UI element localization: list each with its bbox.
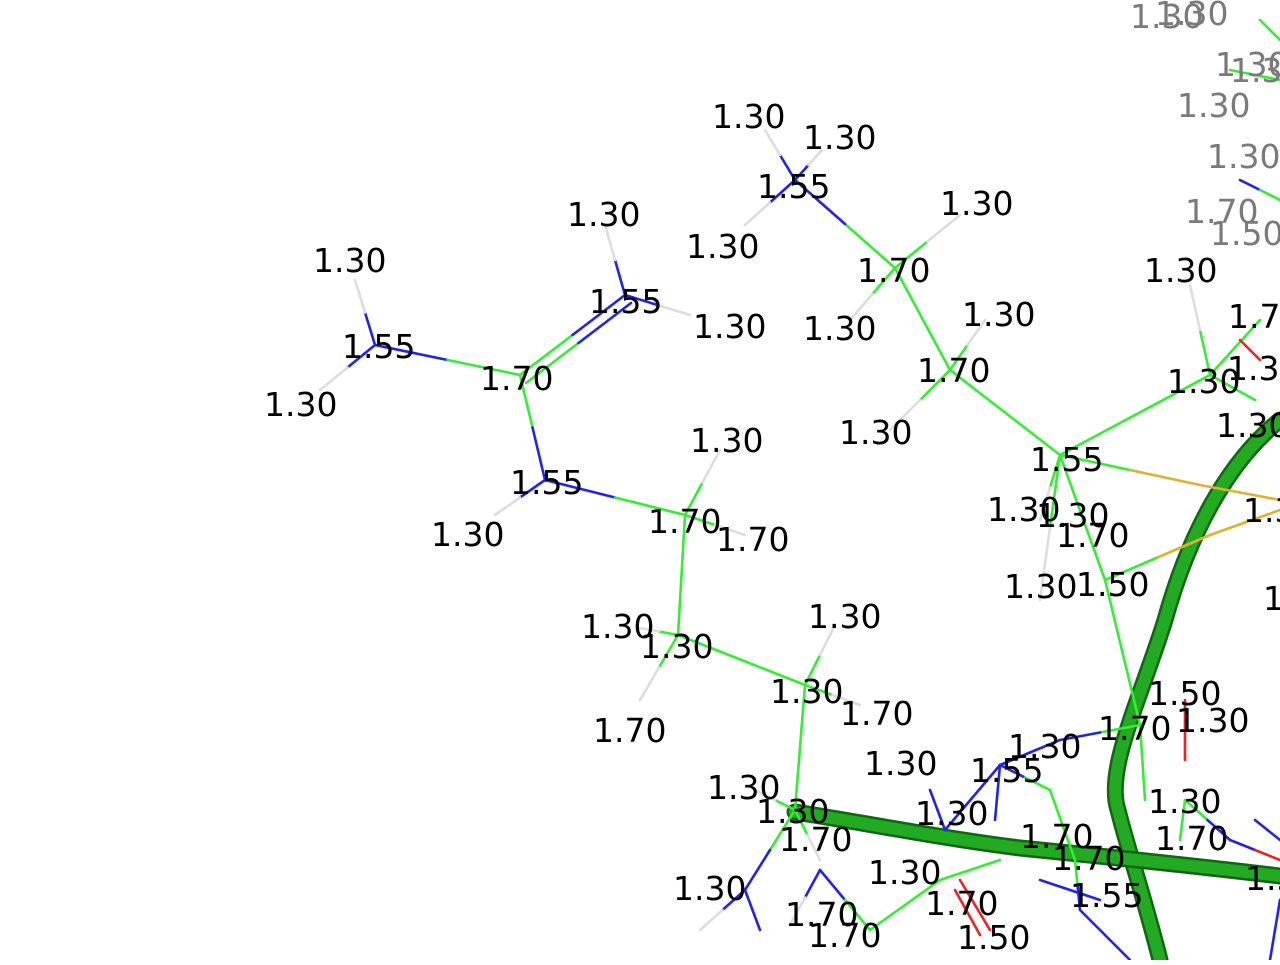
atom-radius-label: 1.30 (808, 597, 881, 636)
atom-radius-label: 1.30 (1216, 406, 1280, 445)
bond-segment (1270, 30, 1280, 40)
atom-radius-label: 1.70 (779, 820, 852, 859)
atom-radius-label: 1.70 (480, 359, 553, 398)
atom-radius-label: 1.30 (1148, 782, 1221, 821)
atom-radius-label: 1.55 (1070, 876, 1143, 915)
atom-radius-label: 1.30 (770, 672, 843, 711)
atom-radius-label: 1.70 (857, 251, 930, 290)
atom-radius-label: 1.70 (593, 711, 666, 750)
bond-segment (1105, 935, 1130, 960)
atom-radius-label: 1.55 (970, 751, 1043, 790)
atom-radius-label: 1.30 (1243, 491, 1280, 530)
atom-radius-label: 1.50 (957, 918, 1030, 957)
atom-radius-label: 1.30 (313, 241, 386, 280)
atom-radius-label: 1.55 (1245, 859, 1280, 898)
bond-segment (678, 575, 682, 635)
atom-radius-label: 1.70 (1056, 516, 1129, 555)
atom-radius-label: 1.30 (839, 413, 912, 452)
bond-segment (1268, 830, 1280, 840)
atom-radius-label: 1.30 (803, 309, 876, 348)
atom-radius-label: 1.30 (1130, 0, 1203, 36)
bond-segment (1143, 763, 1146, 801)
atom-radius-label: 1.70 (1155, 819, 1228, 858)
atom-radius-label: 1.30 (567, 195, 640, 234)
bond-segment (745, 850, 770, 890)
atom-radius-label: 1.30 (1004, 567, 1077, 606)
bond-segment (1260, 20, 1270, 30)
atom-radius-label: 1.30 (431, 515, 504, 554)
atom-radius-label: 1.70 (716, 520, 789, 559)
bond-segment (970, 860, 1000, 870)
atom-radius-label: 1.30 (693, 307, 766, 346)
bond-segment (1260, 190, 1280, 200)
atom-radius-label: 1.30 (1177, 86, 1250, 125)
bond-segment (640, 668, 659, 701)
bond-segment (1240, 180, 1260, 190)
bond-segment (355, 280, 365, 313)
atom-radius-label: 1.30 (1144, 251, 1217, 290)
atom-radius-label: 1.30 (686, 227, 759, 266)
bond-segment (940, 870, 970, 880)
atom-radius-label: 1.30 (940, 184, 1013, 223)
atom-radius-label: 1.30 (962, 295, 1035, 334)
atom-radius-label: 1.30 (915, 794, 988, 833)
atom-radius-label: 1.30 (1263, 579, 1280, 618)
bond-segment (1130, 470, 1200, 485)
atom-radius-label: 1.50 (1076, 565, 1149, 604)
atom-radius-label: 1.30 (1215, 45, 1280, 84)
atom-radius-label: 1.55 (1030, 440, 1103, 479)
atom-radius-label: 1.30 (712, 97, 785, 136)
atom-radius-label: 1.55 (510, 463, 583, 502)
atom-radius-label: 1.70 (917, 351, 990, 390)
bond-segment (1270, 930, 1275, 960)
atom-radius-label: 1.55 (589, 282, 662, 321)
bond-segment (700, 910, 723, 930)
bond-segment (1230, 840, 1255, 850)
atom-radius-label: 1.30 (803, 118, 876, 157)
atom-radius-label: 1.70 (840, 694, 913, 733)
atom-radius-label: 1.30 (1227, 349, 1280, 388)
bond-segment (1210, 523, 1245, 536)
atom-radius-label: 1.55 (757, 167, 830, 206)
atom-radius-label: 1.30 (640, 627, 713, 666)
bond-segment (753, 910, 761, 930)
atom-radius-label: 1.30 (1176, 701, 1249, 740)
bond-segment (1040, 880, 1070, 890)
atom-radius-label: 1.50 (1210, 214, 1280, 253)
bond-segment (805, 870, 820, 898)
atom-radius-label: 1.30 (673, 869, 746, 908)
atom-radius-label: 1.30 (1207, 137, 1280, 176)
atom-radius-label: 1.70 (785, 895, 858, 934)
atom-radius-label: 1.70 (1098, 709, 1171, 748)
atom-radius-label: 1.70 (1228, 297, 1280, 336)
bond-segment (1255, 820, 1268, 830)
bond-segment (1275, 900, 1280, 930)
atom-radius-label: 1.70 (1052, 839, 1125, 878)
bond-segment (1190, 285, 1200, 330)
atom-radius-label: 1.70 (648, 502, 721, 541)
atom-radius-label: 1.55 (342, 327, 415, 366)
atom-radius-label: 1.30 (690, 421, 763, 460)
atom-radius-label: 1.30 (864, 744, 937, 783)
bond-segment (995, 793, 998, 821)
atom-radius-label: 1.30 (264, 385, 337, 424)
